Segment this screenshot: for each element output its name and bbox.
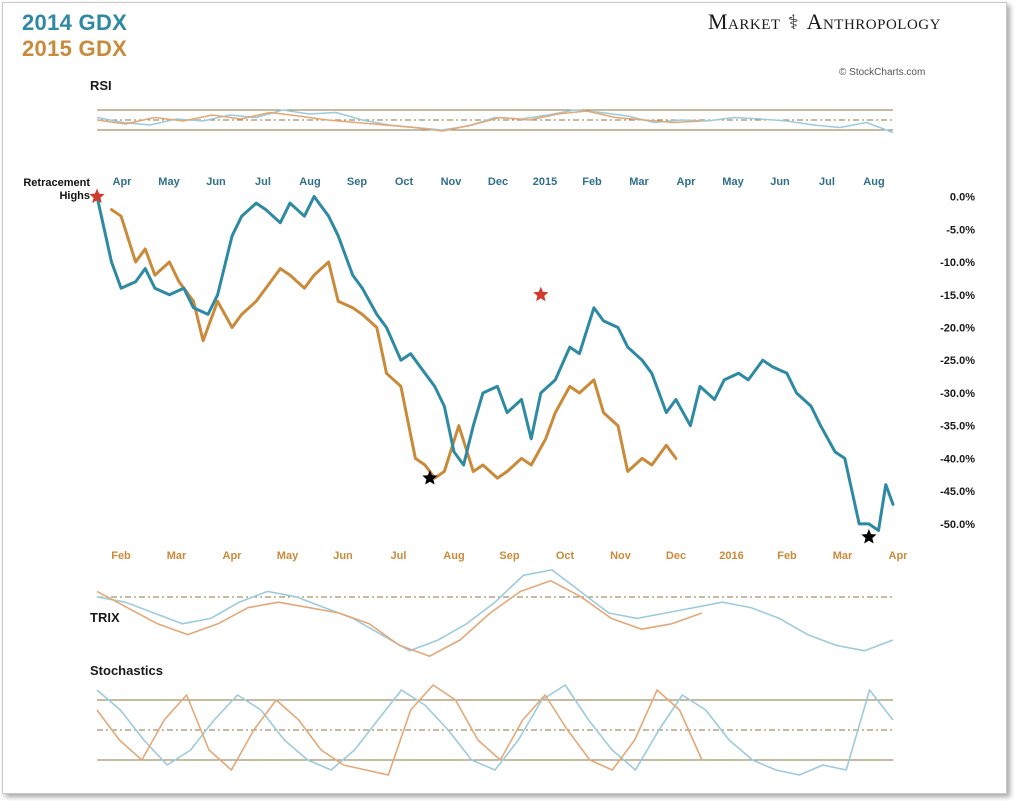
main-lines — [95, 195, 895, 532]
rsi-label: RSI — [90, 78, 112, 93]
stockcharts-credit: © StockCharts.com — [839, 67, 926, 78]
black-star-marker — [861, 529, 877, 544]
trix-line-2014 — [96, 569, 894, 652]
legend-item-2014: 2014 GDX — [22, 10, 128, 35]
y-tick-label: -25.0% — [940, 355, 975, 367]
stoch-lines — [96, 684, 894, 776]
y-tick-label: -50.0% — [940, 519, 975, 531]
x-tick-top-label: Aug — [299, 176, 320, 188]
y-tick-label: -45.0% — [940, 486, 975, 498]
red-star-marker — [533, 286, 549, 302]
black-star-marker — [422, 470, 438, 485]
x-tick-top-label: Aug — [863, 176, 884, 188]
x-tick-bottom-label: Mar — [833, 550, 853, 562]
rsi-panel: RSI — [90, 78, 894, 134]
x-tick-bottom-label: Aug — [443, 550, 464, 562]
x-axis-bottom: Feb Mar Apr May Jun Jul Aug Sep Oct Nov Dec 2016 Feb… — [111, 550, 908, 562]
y-tick-label: 0.0% — [950, 192, 975, 204]
x-tick-top-label: Mar — [629, 176, 649, 188]
x-tick-bottom-label: Apr — [223, 550, 243, 562]
series-line-2015 — [110, 208, 678, 480]
trix-label: TRIX — [90, 610, 120, 625]
brand-left-word: Market — [708, 9, 781, 34]
series-line-2014 — [95, 195, 895, 532]
rsi-levels — [97, 109, 893, 131]
stochastics-label: Stochastics — [90, 663, 163, 678]
y-tick-label: -40.0% — [940, 453, 975, 465]
y-tick-label: -20.0% — [940, 322, 975, 334]
dna-helix-icon: ⚕ — [787, 12, 800, 34]
trix-panel: TRIX — [90, 569, 894, 658]
x-tick-top-label: May — [158, 176, 180, 188]
x-tick-bottom-label: Feb — [777, 550, 797, 562]
x-tick-top-label: Apr — [677, 176, 697, 188]
x-tick-top-label: Sep — [347, 176, 367, 188]
legend: 2014 GDX 2015 GDX — [22, 10, 127, 62]
stoch-line-2014 — [96, 684, 894, 776]
retracement-annotation: Retracement Highs — [23, 177, 90, 202]
x-tick-bottom-label: Jun — [333, 550, 353, 562]
stoch-line-2015 — [96, 684, 703, 776]
brand-logo: Market ⚕ Anthropology — [708, 9, 941, 35]
chart-frame — [2, 2, 1007, 794]
x-tick-bottom-label: Mar — [167, 550, 187, 562]
x-tick-bottom-label: Feb — [111, 550, 131, 562]
y-tick-label: -5.0% — [946, 224, 975, 236]
brand-right-word: Anthropology — [806, 9, 941, 34]
x-tick-bottom-label: Sep — [499, 550, 519, 562]
x-tick-bottom-label: Dec — [666, 550, 686, 562]
annotation-line1: Retracement — [23, 177, 90, 189]
x-tick-bottom-label: Apr — [889, 550, 909, 562]
x-tick-top-label: Feb — [582, 176, 602, 188]
stochastics-panel: Stochastics — [90, 663, 894, 776]
x-tick-top-label: Nov — [441, 176, 463, 188]
legend-item-2015: 2015 GDX — [22, 36, 128, 61]
x-tick-top-label: 2015 — [533, 176, 557, 188]
rsi-line-2014 — [96, 109, 894, 134]
y-tick-label: -10.0% — [940, 257, 975, 269]
x-tick-bottom-label: May — [277, 550, 299, 562]
y-tick-label: -35.0% — [940, 421, 975, 433]
x-tick-top-label: May — [722, 176, 744, 188]
x-tick-bottom-label: 2016 — [719, 550, 743, 562]
annotation-line2: Highs — [59, 190, 90, 202]
y-axis: 0.0% -5.0% -10.0% -15.0% -20.0% -25.0% -30.0% -… — [940, 192, 975, 531]
x-tick-top-label: Jul — [819, 176, 835, 188]
x-tick-top-label: Apr — [113, 176, 133, 188]
x-axis-top: Apr May Jun Jul Aug Sep Oct Nov Dec 2015 Feb Mar Apr… — [113, 176, 885, 188]
y-tick-label: -15.0% — [940, 290, 975, 302]
x-tick-top-label: Jun — [206, 176, 226, 188]
x-tick-top-label: Oct — [395, 176, 414, 188]
rsi-line-2015 — [96, 110, 703, 132]
trix-lines — [96, 569, 894, 658]
y-tick-label: -30.0% — [940, 388, 975, 400]
trix-line-2015 — [96, 579, 703, 658]
markers — [89, 188, 877, 544]
x-tick-top-label: Jul — [255, 176, 271, 188]
x-tick-top-label: Dec — [488, 176, 508, 188]
stoch-levels — [97, 699, 893, 761]
x-tick-top-label: Jun — [770, 176, 790, 188]
red-star-marker — [89, 188, 105, 203]
x-tick-bottom-label: Nov — [610, 550, 632, 562]
x-tick-bottom-label: Oct — [556, 550, 575, 562]
x-tick-bottom-label: Jul — [391, 550, 407, 562]
rsi-lines — [96, 109, 894, 134]
